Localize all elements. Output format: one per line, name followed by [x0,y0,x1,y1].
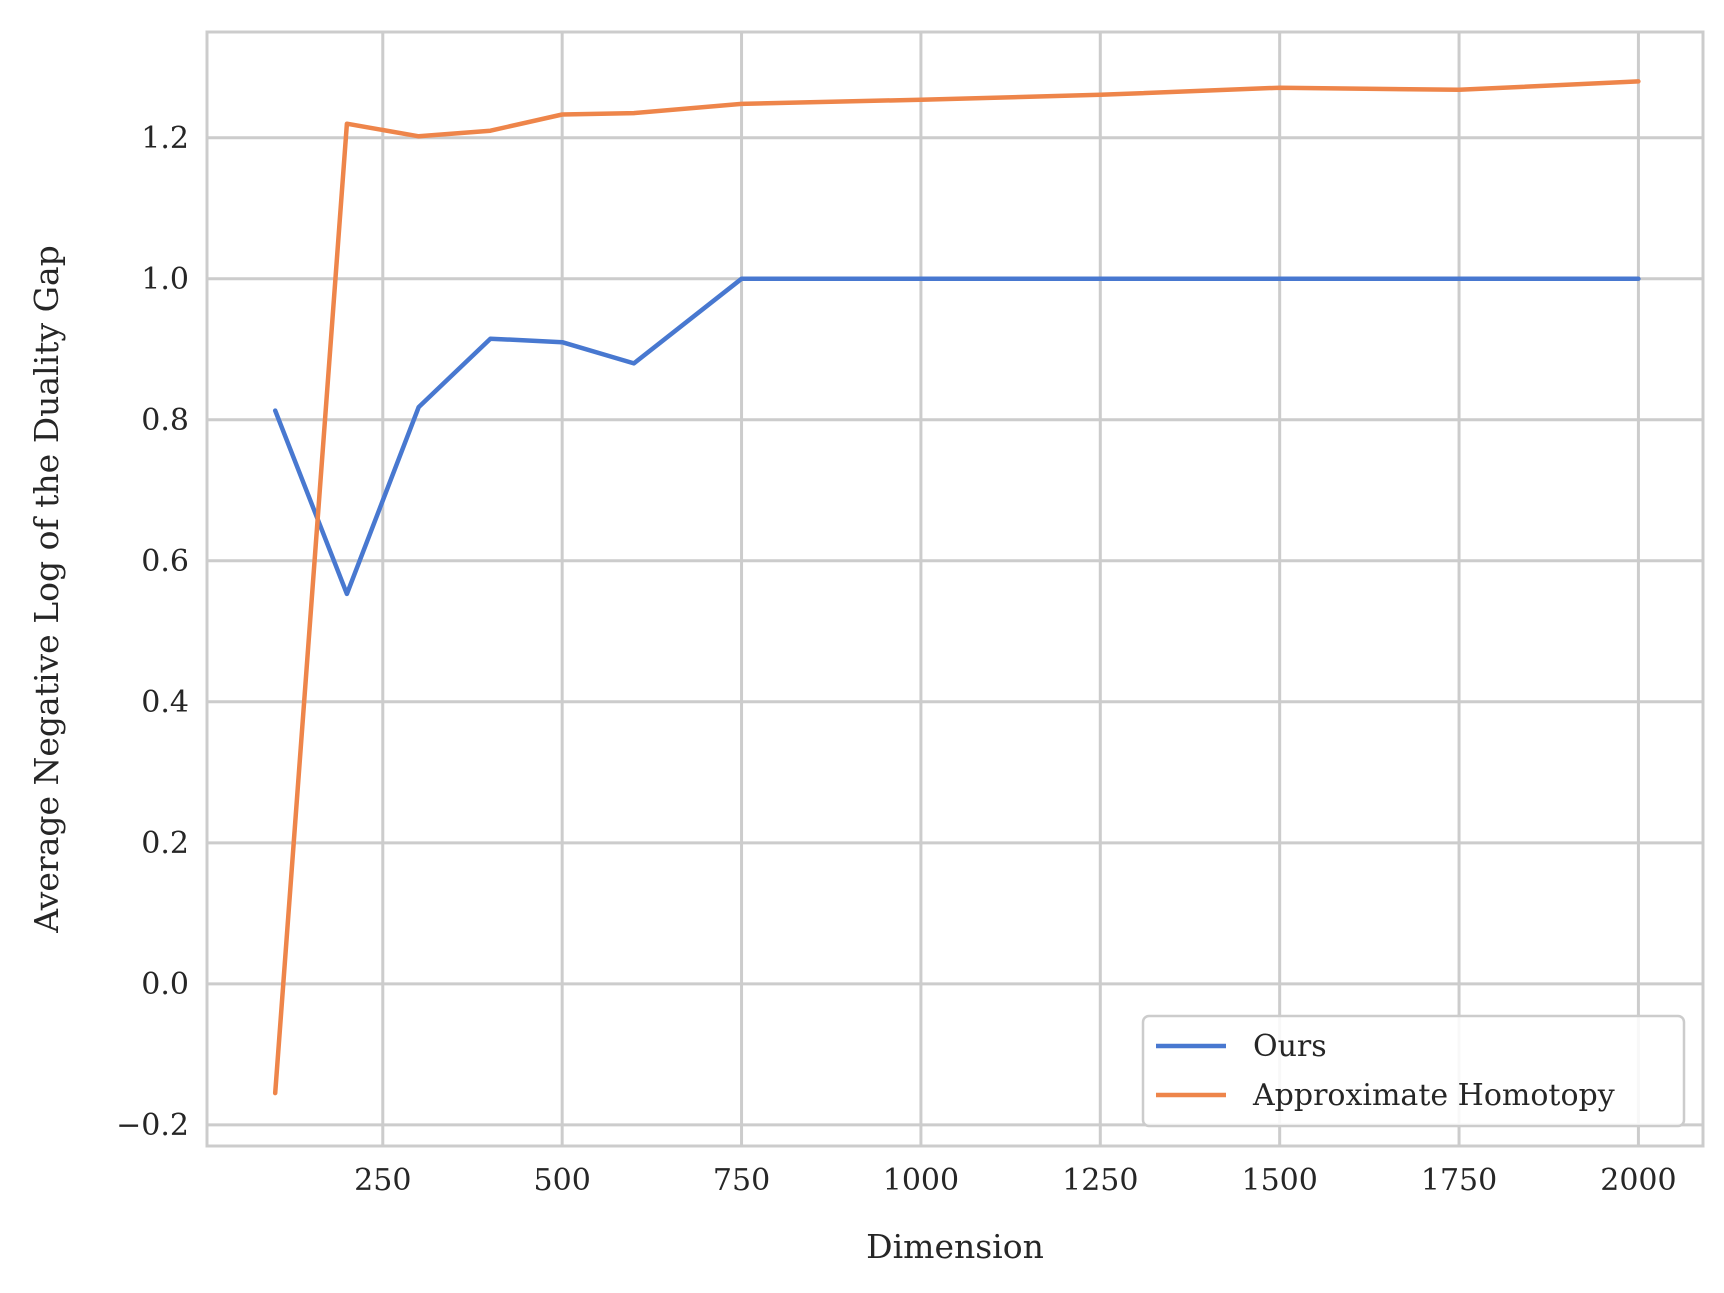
legend: Ours Approximate Homotopy [1141,1014,1686,1128]
x-tick-label: 1250 [1062,1163,1138,1198]
plot-frame [205,30,1705,1148]
y-tick-label: 0.6 [141,544,189,579]
x-tick-label: 1000 [883,1163,959,1198]
x-tick-label: 1750 [1421,1163,1497,1198]
y-axis-ticks: −0.2 0.0 0.2 0.4 0.6 0.8 1.0 1.2 [116,121,189,1143]
y-tick-label: 0.4 [141,685,189,720]
y-tick-label: 1.0 [141,262,189,297]
x-axis-title: Dimension [866,1227,1044,1266]
y-tick-label: 0.8 [141,403,189,438]
x-tick-label: 250 [354,1163,411,1198]
y-axis-title: Average Negative Log of the Duality Gap [27,245,66,934]
series-line-0 [272,276,1641,597]
legend-label: Approximate Homotopy [1252,1078,1615,1113]
x-tick-label: 2000 [1600,1163,1676,1198]
y-tick-label: −0.2 [116,1108,189,1143]
y-tick-label: 0.2 [141,826,189,861]
x-tick-label: 750 [713,1163,770,1198]
y-tick-label: 0.0 [141,967,189,1002]
legend-label: Ours [1253,1029,1327,1064]
x-tick-label: 1500 [1241,1163,1317,1198]
y-tick-label: 1.2 [141,121,189,156]
series-lines [272,79,1641,1096]
series-line-1 [272,79,1641,1096]
legend-box [1141,1014,1686,1128]
x-tick-label: 500 [534,1163,591,1198]
x-axis-ticks: 250 500 750 1000 1250 1500 1750 2000 [354,1163,1676,1198]
